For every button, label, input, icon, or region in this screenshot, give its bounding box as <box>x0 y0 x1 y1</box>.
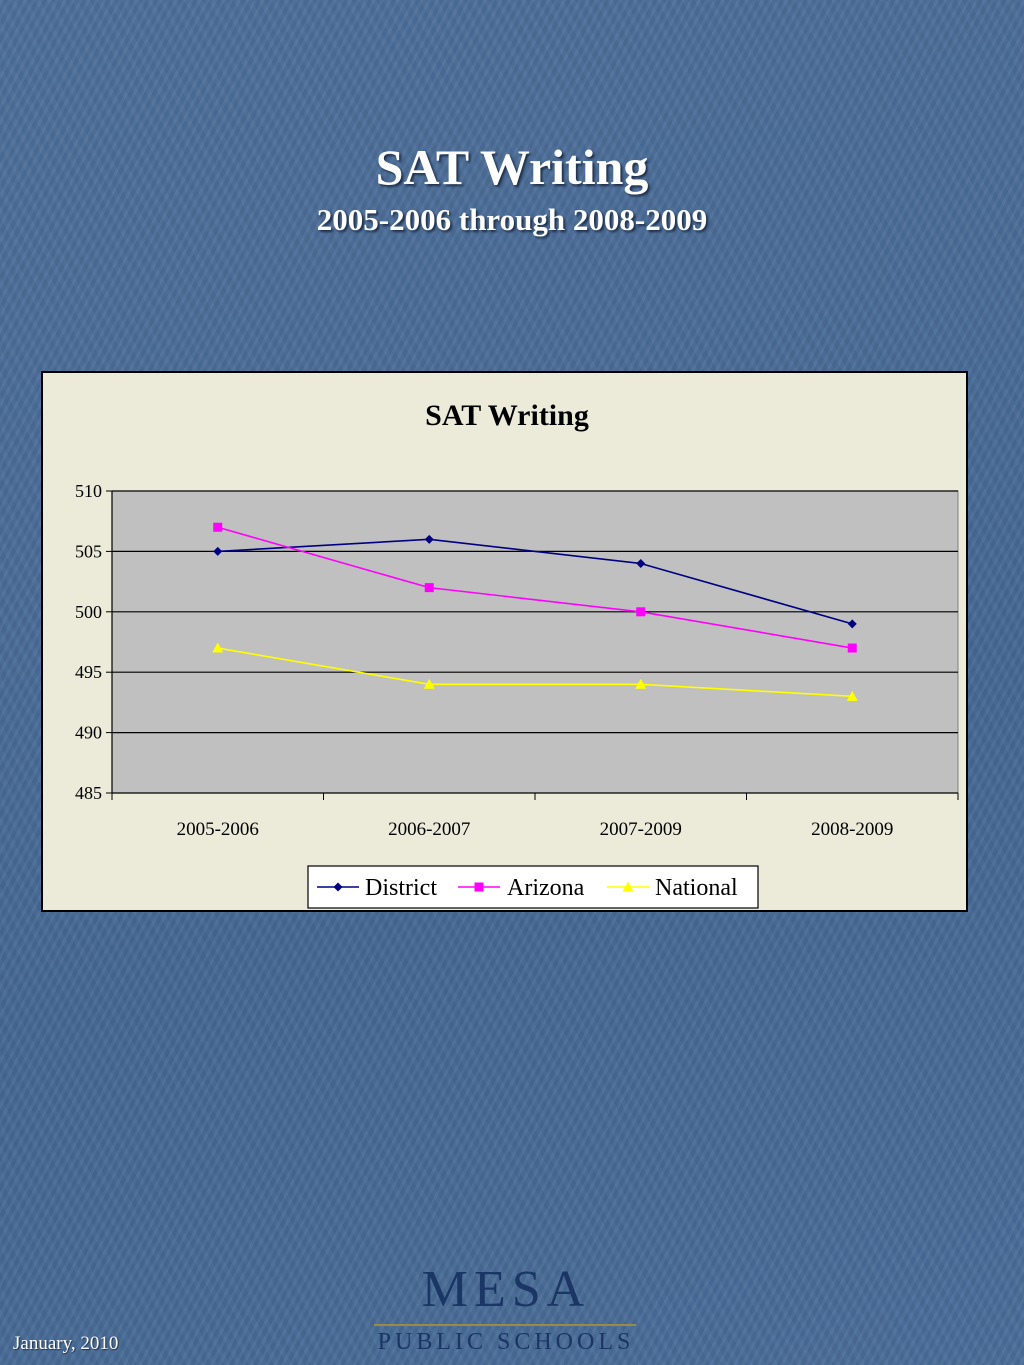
data-point-district <box>213 546 223 556</box>
x-tick-label: 2005-2006 <box>177 819 259 840</box>
legend-marker-arizona <box>474 882 484 892</box>
chart-frame: SAT Writing 485 490 495 500 505 510 2005-2006 2… <box>41 371 968 912</box>
data-point-district <box>424 534 434 544</box>
data-point-arizona <box>847 643 857 653</box>
legend-box <box>307 865 759 909</box>
legend-marker-national <box>622 881 634 892</box>
series-line-district <box>217 538 853 625</box>
mesa-logo-subtitle: PUBLIC SCHOOLS <box>377 1329 635 1355</box>
data-point-national <box>846 690 858 701</box>
chart-title: SAT Writing <box>425 399 589 432</box>
y-tick-label: 490 <box>75 723 102 743</box>
slide-subtitle: 2005-2006 through 2008-2009 <box>316 202 708 237</box>
x-tick-label: 2006-2007 <box>388 819 470 840</box>
legend-label-national: National <box>655 875 738 901</box>
data-point-national <box>212 642 224 653</box>
y-tick-label: 510 <box>75 481 102 501</box>
legend-label-arizona: Arizona <box>507 875 585 901</box>
y-tick-label: 495 <box>75 662 102 682</box>
legend-marker-district <box>333 882 343 892</box>
y-tick-label: 500 <box>75 602 102 622</box>
y-tick-label: 505 <box>75 541 102 561</box>
x-tick-label: 2008-2009 <box>811 819 893 840</box>
y-tick-label: 485 <box>75 783 102 803</box>
data-point-arizona <box>213 522 223 532</box>
plot-area <box>111 490 959 794</box>
line-chart: SAT Writing 485 490 495 500 505 510 2005-2006 2… <box>75 399 959 909</box>
slide-title: SAT Writing <box>375 139 649 195</box>
mesa-logo-wordmark: MESA <box>421 1261 591 1318</box>
logo-divider <box>374 1324 636 1326</box>
data-point-national <box>635 678 647 689</box>
data-point-district <box>847 619 857 629</box>
series-line-national <box>217 647 853 698</box>
data-point-district <box>636 558 646 568</box>
footer-date: January, 2010 <box>13 1333 119 1354</box>
data-point-arizona <box>424 583 434 593</box>
data-point-national <box>423 678 435 689</box>
legend-label-district: District <box>365 875 437 901</box>
x-tick-label: 2007-2009 <box>600 819 682 840</box>
series-line-arizona <box>217 526 853 649</box>
data-point-arizona <box>636 607 646 617</box>
